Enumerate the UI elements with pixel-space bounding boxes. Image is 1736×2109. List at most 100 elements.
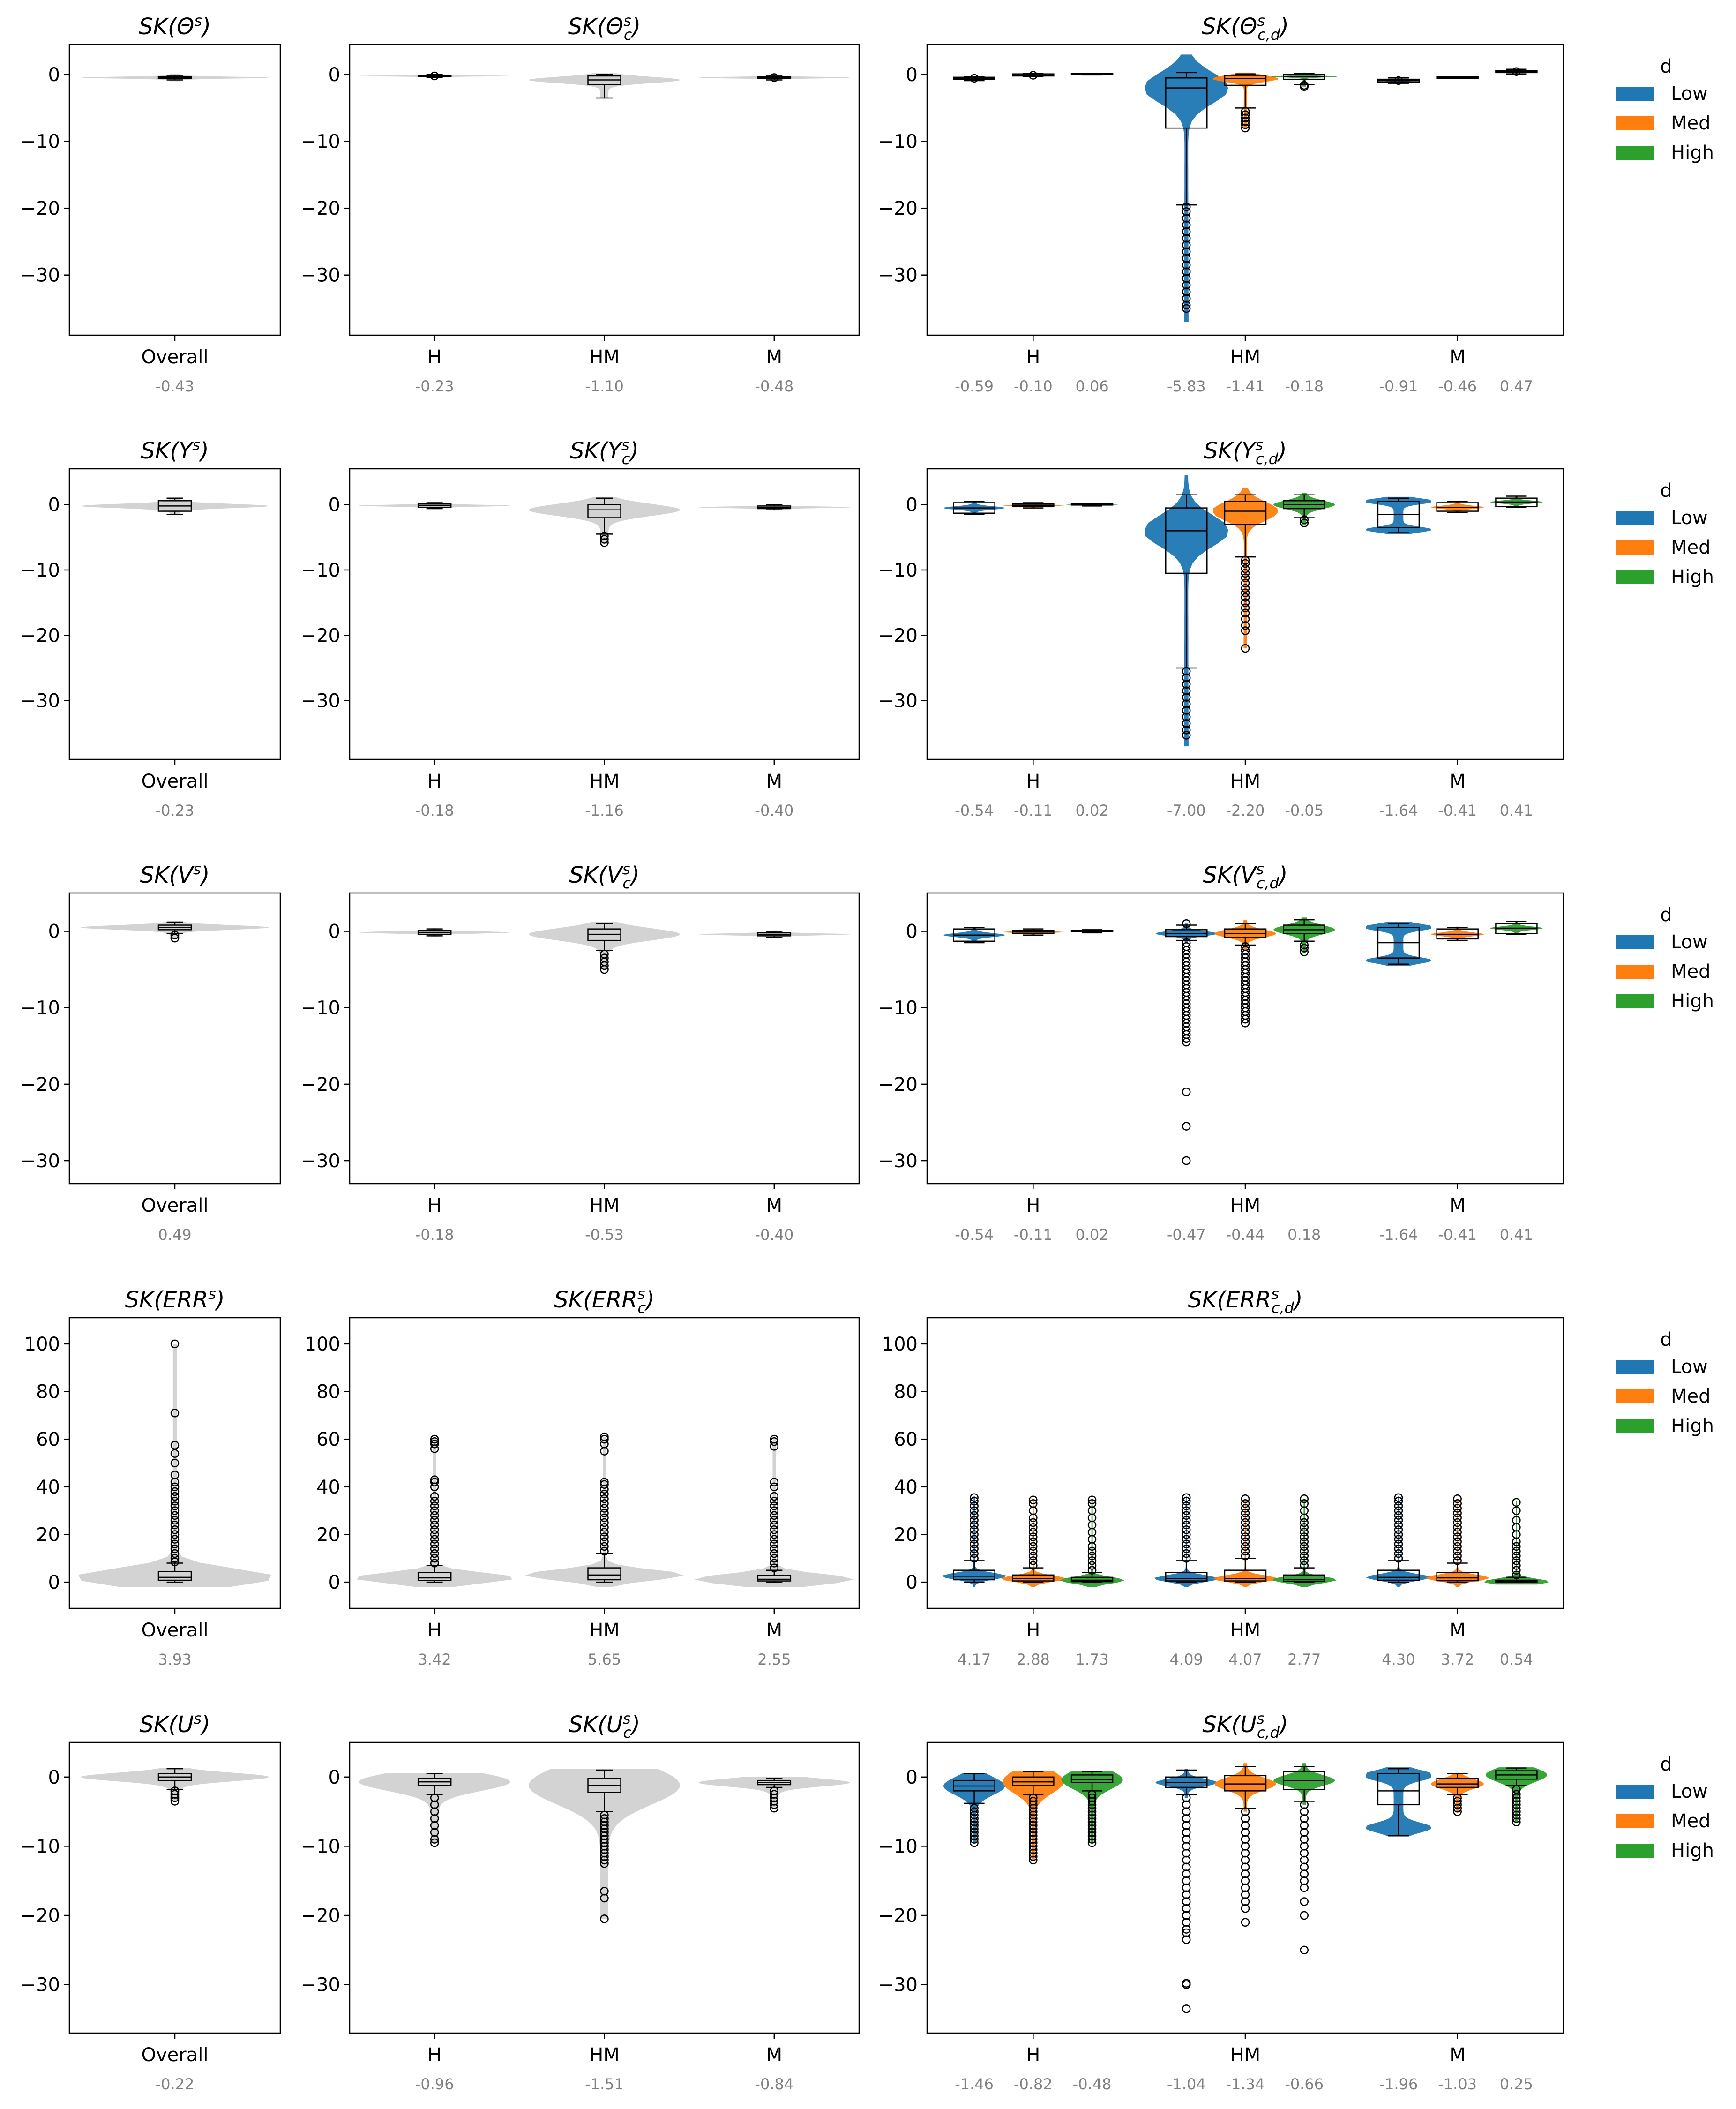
legend-label: Low — [1671, 507, 1708, 529]
outlier-point — [1182, 1034, 1191, 1043]
violin — [694, 1439, 854, 1587]
category-label: M — [1449, 346, 1466, 368]
outlier-point — [1453, 1542, 1462, 1551]
stat-label: -0.41 — [1438, 1226, 1477, 1244]
outlier-point — [770, 1501, 779, 1510]
outlier-point — [430, 1511, 439, 1520]
panel-r2-p2: SK(Vs c,d) 0 −10 −20 −30 H HM M -0.54 -0.11 0.02 -0.… — [878, 860, 1564, 1244]
violin — [1485, 1767, 1547, 1822]
outlier-point — [1182, 1530, 1191, 1539]
outlier-point — [970, 1539, 979, 1549]
legend-title: d — [1660, 1329, 1672, 1351]
outlier-point — [1300, 1528, 1309, 1537]
panel-title: SK(Ys) — [141, 436, 209, 464]
outlier-point — [1300, 1523, 1309, 1532]
outlier-point — [170, 1525, 180, 1534]
outlier-point — [1241, 559, 1250, 568]
outlier-point — [1029, 1499, 1038, 1508]
legend: d Low Med High — [1616, 1754, 1714, 1861]
stat-label: -2.20 — [1226, 802, 1265, 819]
outlier-point — [430, 1501, 439, 1510]
violin — [1366, 1496, 1431, 1587]
y-tick-label: −30 — [21, 265, 60, 286]
outlier-point — [170, 1501, 180, 1510]
outlier-point — [1182, 254, 1191, 263]
panel-r1-p1: SK(Ys c) 0 −10 −20 −30 H HM M -0.18 -1.16 -0.40 — [301, 436, 860, 819]
legend: d Low Med High — [1616, 904, 1714, 1012]
outlier-point — [770, 1800, 779, 1809]
legend-swatch — [1616, 1785, 1654, 1799]
outlier-point — [1182, 699, 1191, 708]
outlier-point — [1241, 603, 1250, 613]
legend-title: d — [1660, 480, 1672, 502]
y-tick-label: −30 — [21, 1150, 60, 1172]
outlier-point — [1182, 214, 1191, 223]
outlier-point — [970, 1520, 979, 1530]
outlier-point — [1182, 220, 1191, 230]
outlier-point — [170, 1516, 180, 1525]
y-tick-label: −10 — [21, 560, 60, 581]
stat-label: -0.11 — [1014, 1226, 1053, 1244]
panel-r3-p2: SK(ERRs c,d) 0 20 40 60 80 100 H HM M 4.17 2.88 1.73 4… — [882, 1285, 1564, 1668]
outlier-point — [600, 1914, 609, 1923]
y-tick-label: 0 — [906, 495, 918, 516]
panel-title: SK(Θs) — [139, 12, 211, 40]
stat-label: 1.73 — [1075, 1651, 1108, 1668]
y-tick-label: −20 — [878, 1074, 918, 1096]
outlier-point — [170, 1535, 180, 1544]
outlier-point — [170, 931, 180, 939]
outlier-point — [1300, 515, 1309, 524]
y-tick-label: 0 — [906, 64, 918, 86]
outlier-point — [1512, 1570, 1521, 1580]
y-tick-label: 0 — [48, 921, 60, 943]
outlier-point — [1182, 261, 1191, 270]
outlier-point — [970, 1530, 979, 1539]
outlier-point — [970, 1554, 979, 1563]
category-label: H — [1026, 2044, 1040, 2066]
outlier-point — [1453, 1807, 1462, 1816]
outlier-point — [1453, 1499, 1462, 1508]
outlier-point — [970, 1516, 979, 1525]
outlier-point — [600, 1509, 609, 1517]
outlier-point — [1394, 1544, 1403, 1554]
outlier-point — [1394, 1511, 1403, 1520]
outlier-point — [600, 1480, 609, 1489]
y-tick-label: 40 — [894, 1477, 918, 1498]
legend-label: Med — [1671, 1386, 1711, 1407]
outlier-point — [1182, 1554, 1191, 1563]
outlier-point — [1182, 1525, 1191, 1534]
outlier-point — [600, 1478, 609, 1486]
legend-swatch — [1616, 1389, 1654, 1403]
outlier-point — [170, 1554, 180, 1563]
outlier-point — [170, 1797, 180, 1806]
stat-label: -0.11 — [1014, 802, 1053, 819]
category-label: M — [1449, 771, 1466, 792]
outlier-point — [1241, 1019, 1250, 1028]
stat-label: -0.91 — [1379, 377, 1418, 395]
category-label: HM — [589, 1620, 620, 1641]
violin — [1212, 488, 1278, 649]
panel-r2-p0: SK(Vs) 0 −10 −20 −30 Overall 0.49 — [21, 860, 281, 1244]
panel-r1-p0: SK(Ys) 0 −10 −20 −30 Overall -0.23 — [21, 436, 281, 819]
legend-title: d — [1660, 904, 1672, 926]
y-tick-label: −10 — [21, 998, 60, 1019]
outlier-point — [1453, 1518, 1462, 1527]
outlier-point — [1453, 1551, 1462, 1561]
outlier-point — [1394, 1506, 1403, 1515]
stat-label: -0.66 — [1285, 2075, 1324, 2093]
outlier-point — [1512, 1551, 1521, 1561]
outlier-point — [1512, 1566, 1521, 1575]
outlier-point — [1394, 1497, 1403, 1506]
outlier-point — [1300, 1546, 1309, 1556]
outlier-point — [1182, 1925, 1191, 1934]
box — [1070, 1576, 1114, 1583]
outlier-point — [1182, 1539, 1191, 1549]
outlier-point — [1453, 1509, 1462, 1517]
panel-title: SK(Us c,d) — [1202, 1710, 1288, 1741]
category-label: HM — [589, 2044, 620, 2066]
panel-r3-p1: SK(ERRs c) 0 20 40 60 80 100 H HM M 3.42 5.65 2.55 — [305, 1285, 860, 1668]
category-label: HM — [1230, 1620, 1261, 1641]
stat-label: 2.77 — [1287, 1651, 1321, 1668]
y-tick-label: −20 — [301, 625, 340, 646]
category-label: H — [427, 1620, 441, 1641]
